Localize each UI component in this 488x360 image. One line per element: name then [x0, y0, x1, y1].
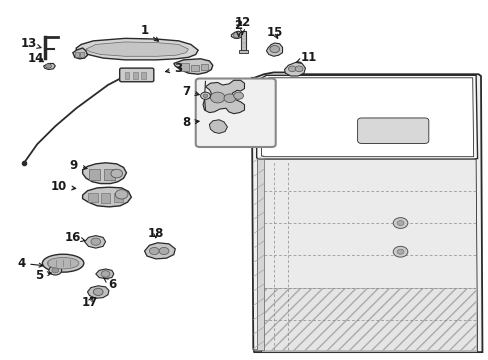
- Text: 2: 2: [234, 19, 242, 36]
- Polygon shape: [261, 78, 473, 157]
- Circle shape: [288, 66, 296, 72]
- Text: 13: 13: [21, 37, 41, 50]
- Text: 16: 16: [64, 231, 84, 244]
- Bar: [124, 72, 129, 79]
- Ellipse shape: [42, 254, 83, 272]
- Polygon shape: [261, 159, 477, 352]
- Circle shape: [392, 218, 407, 228]
- Polygon shape: [266, 43, 282, 56]
- Text: 10: 10: [51, 180, 76, 193]
- Circle shape: [149, 247, 159, 255]
- Circle shape: [392, 246, 407, 257]
- Polygon shape: [251, 72, 482, 352]
- Bar: [80, 52, 83, 57]
- Polygon shape: [144, 243, 175, 259]
- Circle shape: [101, 271, 110, 277]
- Circle shape: [269, 45, 279, 53]
- Text: 12: 12: [234, 16, 250, 34]
- Polygon shape: [43, 63, 55, 69]
- Ellipse shape: [47, 257, 79, 269]
- Circle shape: [210, 92, 224, 103]
- Circle shape: [233, 33, 240, 38]
- Text: 1: 1: [140, 24, 158, 41]
- Polygon shape: [84, 235, 105, 248]
- Bar: [200, 64, 207, 69]
- Bar: [180, 63, 188, 71]
- Polygon shape: [73, 48, 87, 59]
- FancyBboxPatch shape: [357, 118, 428, 143]
- Text: 9: 9: [70, 159, 87, 172]
- Circle shape: [49, 266, 61, 275]
- Bar: [133, 72, 138, 79]
- Circle shape: [45, 64, 51, 68]
- Text: 4: 4: [17, 257, 43, 270]
- Circle shape: [111, 169, 122, 178]
- Polygon shape: [264, 288, 475, 350]
- Polygon shape: [253, 159, 264, 350]
- Circle shape: [200, 92, 210, 99]
- Circle shape: [93, 288, 103, 296]
- Bar: [190, 65, 198, 71]
- Bar: [239, 50, 247, 53]
- FancyBboxPatch shape: [195, 78, 275, 147]
- Text: 15: 15: [266, 27, 283, 40]
- Text: 8: 8: [182, 116, 199, 129]
- Bar: [104, 169, 115, 180]
- Polygon shape: [86, 42, 188, 56]
- Text: 14: 14: [28, 51, 44, 64]
- Text: 17: 17: [81, 296, 98, 309]
- Text: 11: 11: [296, 51, 316, 64]
- Polygon shape: [96, 269, 114, 279]
- Polygon shape: [82, 163, 126, 184]
- Polygon shape: [231, 31, 242, 39]
- Circle shape: [115, 190, 128, 199]
- Polygon shape: [76, 39, 198, 60]
- Polygon shape: [284, 62, 305, 76]
- Text: 18: 18: [147, 227, 163, 240]
- Circle shape: [52, 268, 59, 273]
- Bar: [88, 193, 98, 202]
- Text: 3: 3: [165, 62, 183, 75]
- Circle shape: [396, 221, 403, 226]
- Circle shape: [203, 94, 207, 98]
- Polygon shape: [203, 80, 244, 114]
- Circle shape: [396, 249, 403, 254]
- Text: 5: 5: [35, 269, 51, 282]
- Bar: [240, 31, 246, 51]
- Bar: [101, 193, 110, 203]
- Bar: [114, 193, 122, 202]
- Bar: [75, 52, 79, 57]
- Polygon shape: [173, 59, 212, 74]
- Polygon shape: [209, 120, 227, 134]
- Circle shape: [159, 247, 168, 255]
- Circle shape: [295, 66, 303, 72]
- Polygon shape: [87, 286, 109, 298]
- Text: 6: 6: [103, 278, 117, 291]
- Circle shape: [91, 238, 101, 245]
- Bar: [141, 72, 146, 79]
- Polygon shape: [82, 187, 131, 207]
- Polygon shape: [256, 75, 477, 159]
- Circle shape: [233, 92, 243, 99]
- Bar: [89, 169, 100, 180]
- FancyBboxPatch shape: [120, 68, 154, 82]
- Text: 7: 7: [182, 85, 199, 98]
- Circle shape: [224, 94, 235, 103]
